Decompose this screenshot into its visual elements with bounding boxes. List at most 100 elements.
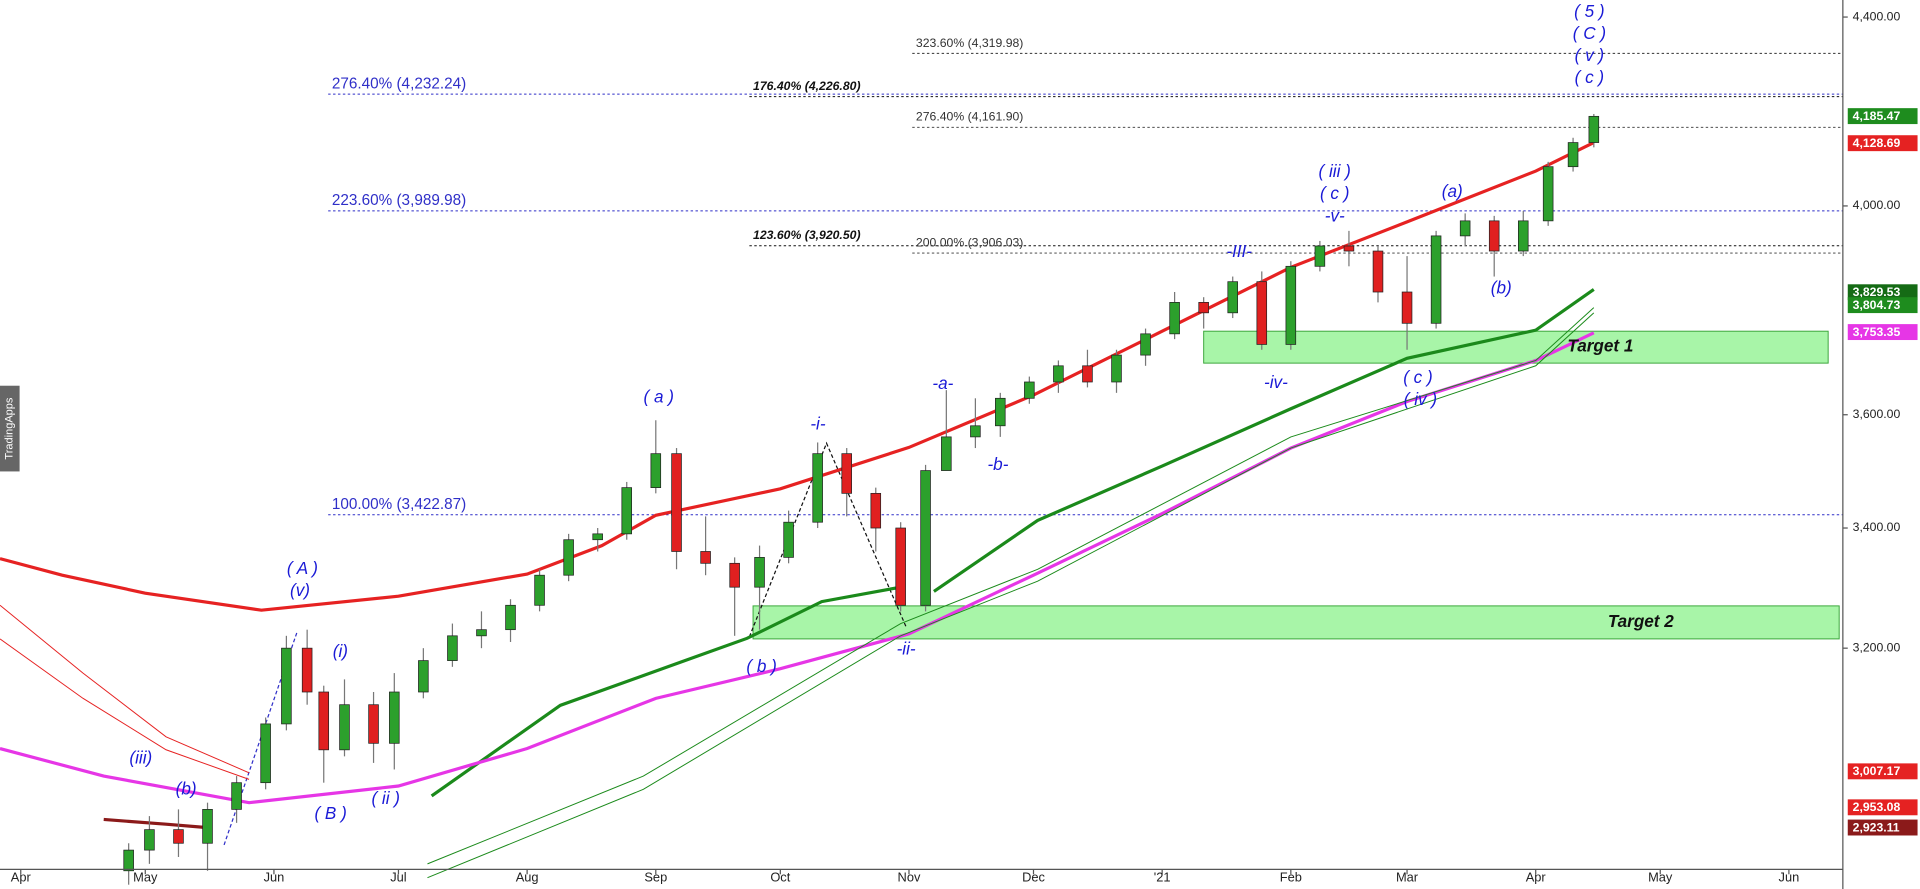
- candle-body: [1372, 250, 1384, 293]
- candle-body: [1430, 235, 1442, 324]
- y-tick-label: 3,600.00: [1853, 407, 1901, 421]
- candle-body: [621, 487, 633, 535]
- wave-label: (i): [333, 641, 348, 661]
- price-label: 2,923.11: [1853, 820, 1900, 834]
- candle-body: [447, 635, 458, 661]
- candle-body: [389, 691, 400, 744]
- candle-body: [123, 849, 134, 872]
- candle-body: [476, 629, 487, 637]
- moving-average: [0, 604, 250, 774]
- moving-average: [0, 331, 1595, 805]
- candle-body: [1140, 333, 1151, 356]
- fib-label: 223.60% (3,989.98): [332, 192, 466, 209]
- wave-label: -a-: [932, 373, 953, 393]
- moving-average: [430, 288, 1595, 798]
- wave-label: -iv-: [1264, 372, 1288, 392]
- x-tick-label: Feb: [1280, 869, 1302, 884]
- price-label: 2,953.08: [1853, 800, 1901, 814]
- candle-body: [671, 453, 682, 552]
- price-label-box: [1847, 297, 1918, 314]
- candle-body: [1488, 220, 1500, 252]
- candle-body: [920, 470, 931, 606]
- wave-label: ( c ): [1320, 183, 1349, 203]
- wave-label: (a): [1442, 181, 1463, 201]
- wave-label: ( c ): [1403, 367, 1432, 387]
- x-tick-label: May: [133, 869, 158, 884]
- candle-body: [260, 723, 271, 784]
- candle-body: [812, 453, 823, 523]
- candle-body: [301, 647, 313, 693]
- candle-body: [1314, 245, 1326, 267]
- wave-label: -III-: [1226, 241, 1252, 261]
- candle-body: [281, 647, 292, 725]
- candle-body: [1053, 365, 1064, 383]
- x-tick-label: Apr: [11, 869, 32, 884]
- candle-body: [841, 453, 852, 494]
- target-label: Target 2: [1608, 611, 1674, 631]
- price-label-box: [1847, 819, 1918, 836]
- candle-body: [592, 533, 603, 541]
- x-tick-label: Jun: [264, 869, 285, 884]
- price-label: 3,829.53: [1853, 285, 1901, 299]
- y-tick-label: 3,400.00: [1853, 520, 1901, 534]
- candle-body: [339, 704, 350, 751]
- candle-body: [1169, 302, 1180, 335]
- wave-label: (b): [176, 778, 197, 798]
- x-tick-label: Oct: [770, 869, 790, 884]
- candle-body: [895, 527, 906, 606]
- wave-label: (iii): [129, 748, 152, 768]
- wave-label: ( a ): [644, 387, 674, 407]
- price-label-box: [1847, 284, 1918, 301]
- moving-average: [427, 312, 1595, 879]
- price-label: 3,007.17: [1853, 764, 1901, 778]
- fib-label: 323.60% (4,319.98): [916, 36, 1023, 50]
- candle-body: [202, 809, 213, 844]
- wave-label: ( C ): [1573, 23, 1606, 43]
- price-label-box: [1847, 763, 1918, 780]
- wave-label: (v): [290, 580, 310, 600]
- candle-body: [783, 521, 794, 558]
- x-tick-label: Apr: [1526, 869, 1547, 884]
- fib-label: 100.00% (3,422.87): [332, 496, 466, 513]
- candle-body: [1285, 265, 1297, 345]
- candle-body: [1227, 281, 1238, 314]
- candle-body: [729, 562, 740, 588]
- fib-label: 176.40% (4,226.80): [753, 79, 860, 93]
- x-tick-label: '21: [1154, 869, 1171, 884]
- wave-label: -b-: [987, 454, 1008, 474]
- fib-label: 276.40% (4,232.24): [332, 75, 466, 92]
- candle-body: [700, 551, 711, 564]
- wave-label: ( c ): [1575, 67, 1604, 87]
- candle-body: [1024, 381, 1035, 399]
- target-label: Target 1: [1567, 336, 1633, 356]
- x-tick-label: Jun: [1779, 869, 1800, 884]
- wave-label: ( iv ): [1404, 389, 1437, 409]
- candle-body: [1401, 291, 1413, 324]
- fib-label: 123.60% (3,920.50): [753, 228, 860, 242]
- price-label: 3,804.73: [1853, 298, 1901, 312]
- candle-body: [144, 829, 155, 851]
- price-label-box: [1847, 799, 1918, 816]
- candle-body: [650, 453, 662, 489]
- x-tick-label: Jul: [390, 869, 406, 884]
- price-label: 4,128.69: [1853, 136, 1901, 150]
- fib-label: 200.00% (3,906.03): [916, 235, 1023, 249]
- candle-body: [995, 397, 1006, 427]
- wave-label: -i-: [810, 413, 826, 433]
- candle-body: [1567, 142, 1579, 168]
- wave-line: [748, 441, 907, 637]
- candle-body: [534, 574, 545, 606]
- candle-body: [970, 425, 981, 438]
- wave-label: ( ii ): [371, 788, 400, 808]
- candle-body: [1517, 220, 1529, 252]
- candle-body: [368, 704, 379, 744]
- candle-body: [1588, 115, 1600, 143]
- candle-body: [1111, 354, 1122, 383]
- x-tick-label: Dec: [1022, 869, 1045, 884]
- wave-label: -ii-: [897, 639, 916, 659]
- candle-body: [173, 829, 184, 844]
- candle-body: [1082, 365, 1093, 383]
- candle-body: [1198, 302, 1209, 314]
